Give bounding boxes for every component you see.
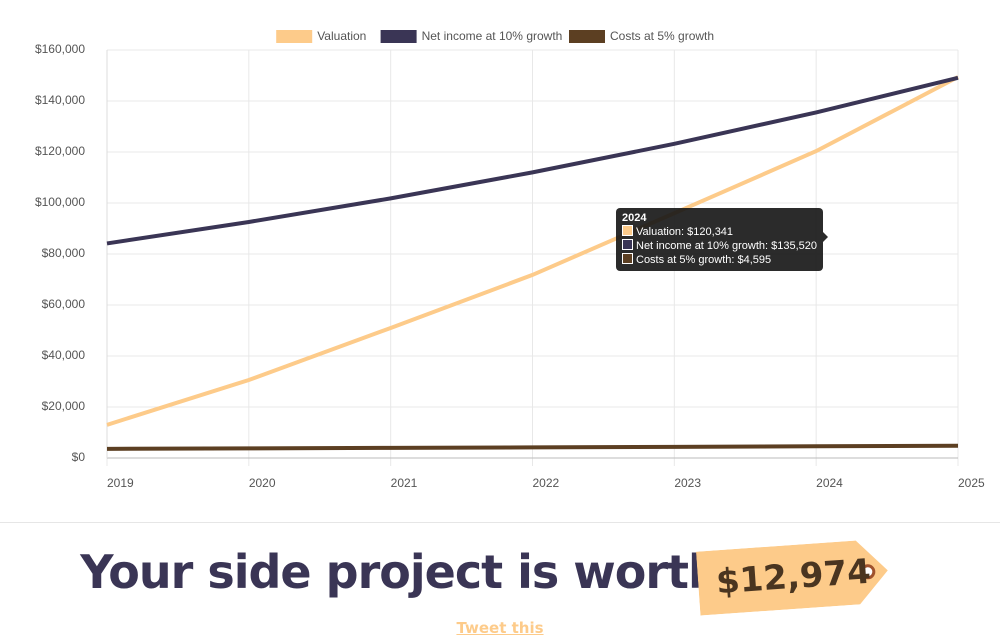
y-tick-label: $140,000 xyxy=(35,93,85,107)
x-tick-label: 2023 xyxy=(674,476,701,490)
legend-swatch xyxy=(276,30,313,43)
tag-shape xyxy=(695,540,888,616)
y-tick-label: $60,000 xyxy=(42,297,86,311)
divider xyxy=(0,522,1000,523)
chart: $0 $20,000 $40,000 $60,000 $80,000 $100,000 $1… xyxy=(35,29,985,490)
tooltip-text: Net income at 10% growth: $135,520 xyxy=(636,240,818,252)
tooltip-text: Valuation: $120,341 xyxy=(636,226,734,238)
y-tick-label: $80,000 xyxy=(42,246,86,260)
x-tick-label: 2025 xyxy=(958,476,985,490)
line xyxy=(106,75,959,427)
x-tick-label: 2019 xyxy=(107,476,134,490)
y-tick-label: $100,000 xyxy=(35,195,85,209)
x-tick-label: 2022 xyxy=(533,476,560,490)
tooltip-text: Costs at 5% growth: $4,595 xyxy=(636,254,772,266)
y-tick-label: $0 xyxy=(72,450,86,464)
legend-swatch xyxy=(569,30,605,43)
line xyxy=(106,443,959,451)
x-tick-label: 2024 xyxy=(816,476,843,490)
legend-label: Valuation xyxy=(317,29,366,43)
x-tick-label: 2020 xyxy=(249,476,276,490)
legend-label: Net income at 10% growth xyxy=(422,29,563,43)
x-tick-label: 2021 xyxy=(391,476,418,490)
y-tick-label: $20,000 xyxy=(42,399,86,413)
tooltip: 2024 Valuation: $120,341 Net income at 1… xyxy=(616,208,829,271)
y-tick-label: $120,000 xyxy=(35,144,85,158)
tooltip-title: 2024 xyxy=(622,212,647,224)
y-tick-label: $160,000 xyxy=(35,42,85,56)
tooltip-item: Costs at 5% growth: $4,595 xyxy=(622,253,817,267)
price-tag: $12,974 xyxy=(695,538,890,616)
headline: Your side project is worth xyxy=(80,545,721,599)
tooltip-item: Net income at 10% growth: $135,520 xyxy=(622,239,817,253)
tooltip-item: Valuation: $120,341 xyxy=(622,225,817,239)
legend-label: Costs at 5% growth xyxy=(610,29,714,43)
line xyxy=(106,75,959,246)
y-tick-label: $40,000 xyxy=(42,348,86,362)
tweet-link[interactable]: Tweet this xyxy=(456,619,544,637)
legend-swatch xyxy=(380,30,417,43)
